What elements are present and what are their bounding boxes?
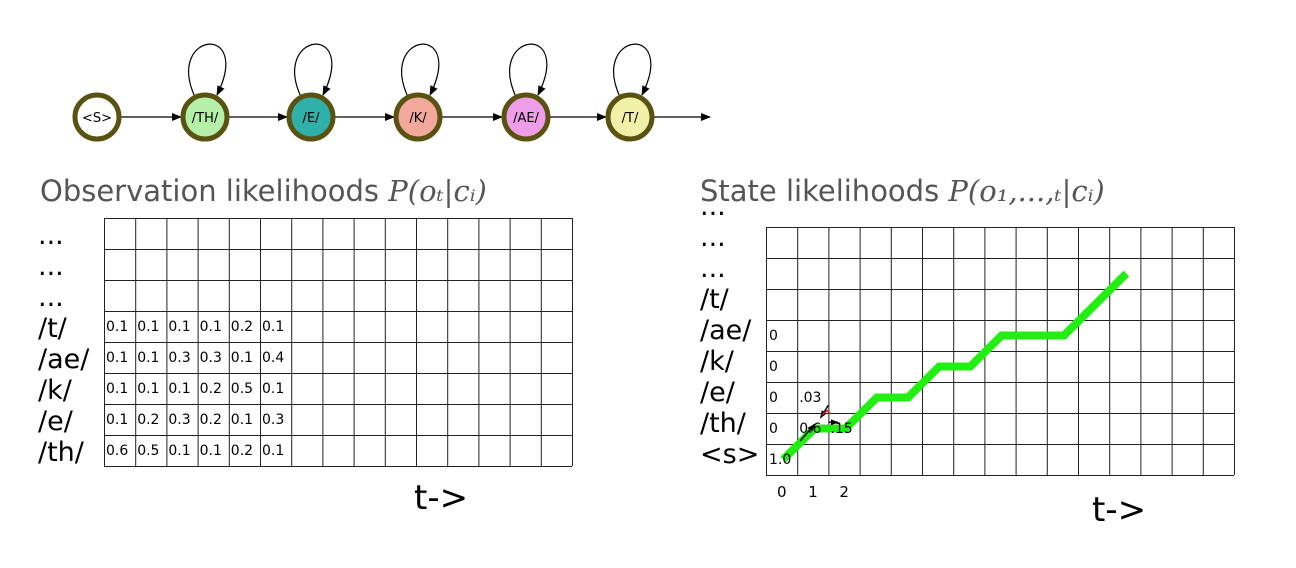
- hmm-state-node: [501, 92, 551, 142]
- observation-cell-value: 0.1: [262, 443, 285, 459]
- observation-cell-value: 0.2: [230, 443, 254, 459]
- backpointer-mark: [821, 409, 831, 416]
- observation-cell-value: 0.3: [168, 412, 191, 428]
- observation-title-math: P(oₜ|cᵢ): [388, 174, 487, 208]
- state-row-label: /ae/: [700, 315, 752, 346]
- state-row-label: ...: [700, 253, 726, 284]
- observation-title-text: Observation likelihoods: [40, 174, 389, 208]
- observation-grid: [104, 218, 573, 467]
- backpointer-arrow: [819, 404, 830, 419]
- hmm-state-label: /E/: [303, 111, 321, 126]
- hmm-state-label: /K/: [409, 111, 427, 126]
- state-row-label: <s>: [700, 439, 760, 470]
- state-row-label: ...: [700, 191, 726, 222]
- observation-row-label: ...: [38, 251, 64, 282]
- observation-row-label: /e/: [38, 406, 73, 437]
- observation-cell-value: 0.3: [262, 412, 285, 428]
- state-row-label: /t/: [700, 284, 729, 315]
- observation-cell-value: 0.1: [106, 350, 129, 366]
- observation-cell-value: 0.1: [137, 319, 160, 335]
- observation-row-label: /th/: [38, 437, 84, 468]
- observation-cell-value: 0.5: [230, 381, 254, 397]
- state-row-label: /th/: [700, 408, 746, 439]
- state-title: State likelihoods P(o₁,...,ₜ|cᵢ): [700, 174, 1105, 208]
- observation-cell-value: 0.1: [262, 381, 285, 397]
- observation-cell-value: 0.1: [230, 412, 254, 428]
- observation-cell-value: 0.1: [199, 319, 222, 335]
- observation-cell-value: 0.1: [106, 319, 129, 335]
- observation-cell-value: 0.2: [230, 319, 254, 335]
- state-cell-value: 0: [769, 328, 778, 344]
- observation-cell-value: 0.1: [230, 350, 254, 366]
- self-loop-arrow: [188, 43, 227, 98]
- state-time-label: t->: [1092, 490, 1147, 530]
- best-path-line: [780, 270, 1130, 463]
- observation-cell-value: 0.1: [199, 443, 222, 459]
- state-column-number: 2: [839, 483, 849, 501]
- hmm-state-chain: <S> /TH/ /E/ /K/ /AE/ /T/: [72, 43, 711, 142]
- observation-cell-value: 0.2: [199, 412, 222, 428]
- self-loop-arrow: [613, 43, 652, 98]
- observation-row-label: ...: [38, 282, 64, 313]
- hmm-state-label: /AE/: [513, 111, 539, 126]
- observation-row-label: /k/: [38, 375, 72, 406]
- state-title-math: P(o₁,...,ₜ|cᵢ): [948, 174, 1105, 208]
- observation-cell-value: 0.1: [262, 319, 285, 335]
- observation-row-label: /ae/: [38, 344, 90, 375]
- observation-cell-value: 0.3: [199, 350, 222, 366]
- observation-cell-value: 0.1: [168, 443, 191, 459]
- observation-cell-value: 0.5: [137, 443, 160, 459]
- observation-cell-value: 0.1: [168, 381, 191, 397]
- observation-cell-value: 0.1: [168, 319, 191, 335]
- observation-cell-value: 0.1: [137, 381, 160, 397]
- hmm-state-node: [393, 92, 443, 142]
- self-loop-arrow: [401, 43, 440, 98]
- state-cell-value: .03: [799, 390, 822, 406]
- state-row-label: ...: [700, 222, 726, 253]
- observation-cell-value: 0.6: [106, 443, 129, 459]
- hmm-state-label: <S>: [82, 111, 112, 126]
- state-cell-value: .15: [830, 421, 853, 437]
- state-cell-value: 1.0: [769, 452, 792, 468]
- observation-row-label: ...: [38, 220, 64, 251]
- state-column-number: 0: [777, 483, 787, 501]
- observation-cell-value: 0.3: [168, 350, 191, 366]
- hmm-state-node: [286, 92, 336, 142]
- state-cell-value: 0: [769, 390, 778, 406]
- observation-title: Observation likelihoods P(oₜ|cᵢ): [40, 174, 487, 208]
- state-cell-value: 0.6: [799, 421, 822, 437]
- observation-cell-value: 0.1: [106, 412, 129, 428]
- state-column-number: 1: [808, 483, 818, 501]
- self-loop-arrow: [294, 43, 333, 98]
- state-row-label: /e/: [700, 377, 735, 408]
- observation-cell-value: 0.2: [137, 412, 160, 428]
- observation-cell-value: 0.4: [262, 350, 285, 366]
- hmm-state-label: /TH/: [192, 111, 219, 126]
- self-loop-arrow: [509, 43, 548, 98]
- hmm-state-node: [180, 92, 230, 142]
- hmm-state-node: [605, 92, 655, 142]
- backpointer-arrow: [799, 423, 816, 442]
- hmm-state-label: /T/: [622, 111, 639, 126]
- state-cell-value: 0: [769, 359, 778, 375]
- hmm-state-node: [72, 92, 122, 142]
- state-cell-value: 0: [769, 421, 778, 437]
- observation-cell-value: 0.1: [106, 381, 129, 397]
- observation-cell-value: 0.1: [137, 350, 160, 366]
- state-row-label: /k/: [700, 346, 734, 377]
- observation-time-label: t->: [414, 478, 469, 518]
- observation-row-label: /t/: [38, 313, 67, 344]
- state-title-text: State likelihoods: [700, 174, 949, 208]
- observation-cell-value: 0.2: [199, 381, 222, 397]
- state-grid: [766, 227, 1235, 476]
